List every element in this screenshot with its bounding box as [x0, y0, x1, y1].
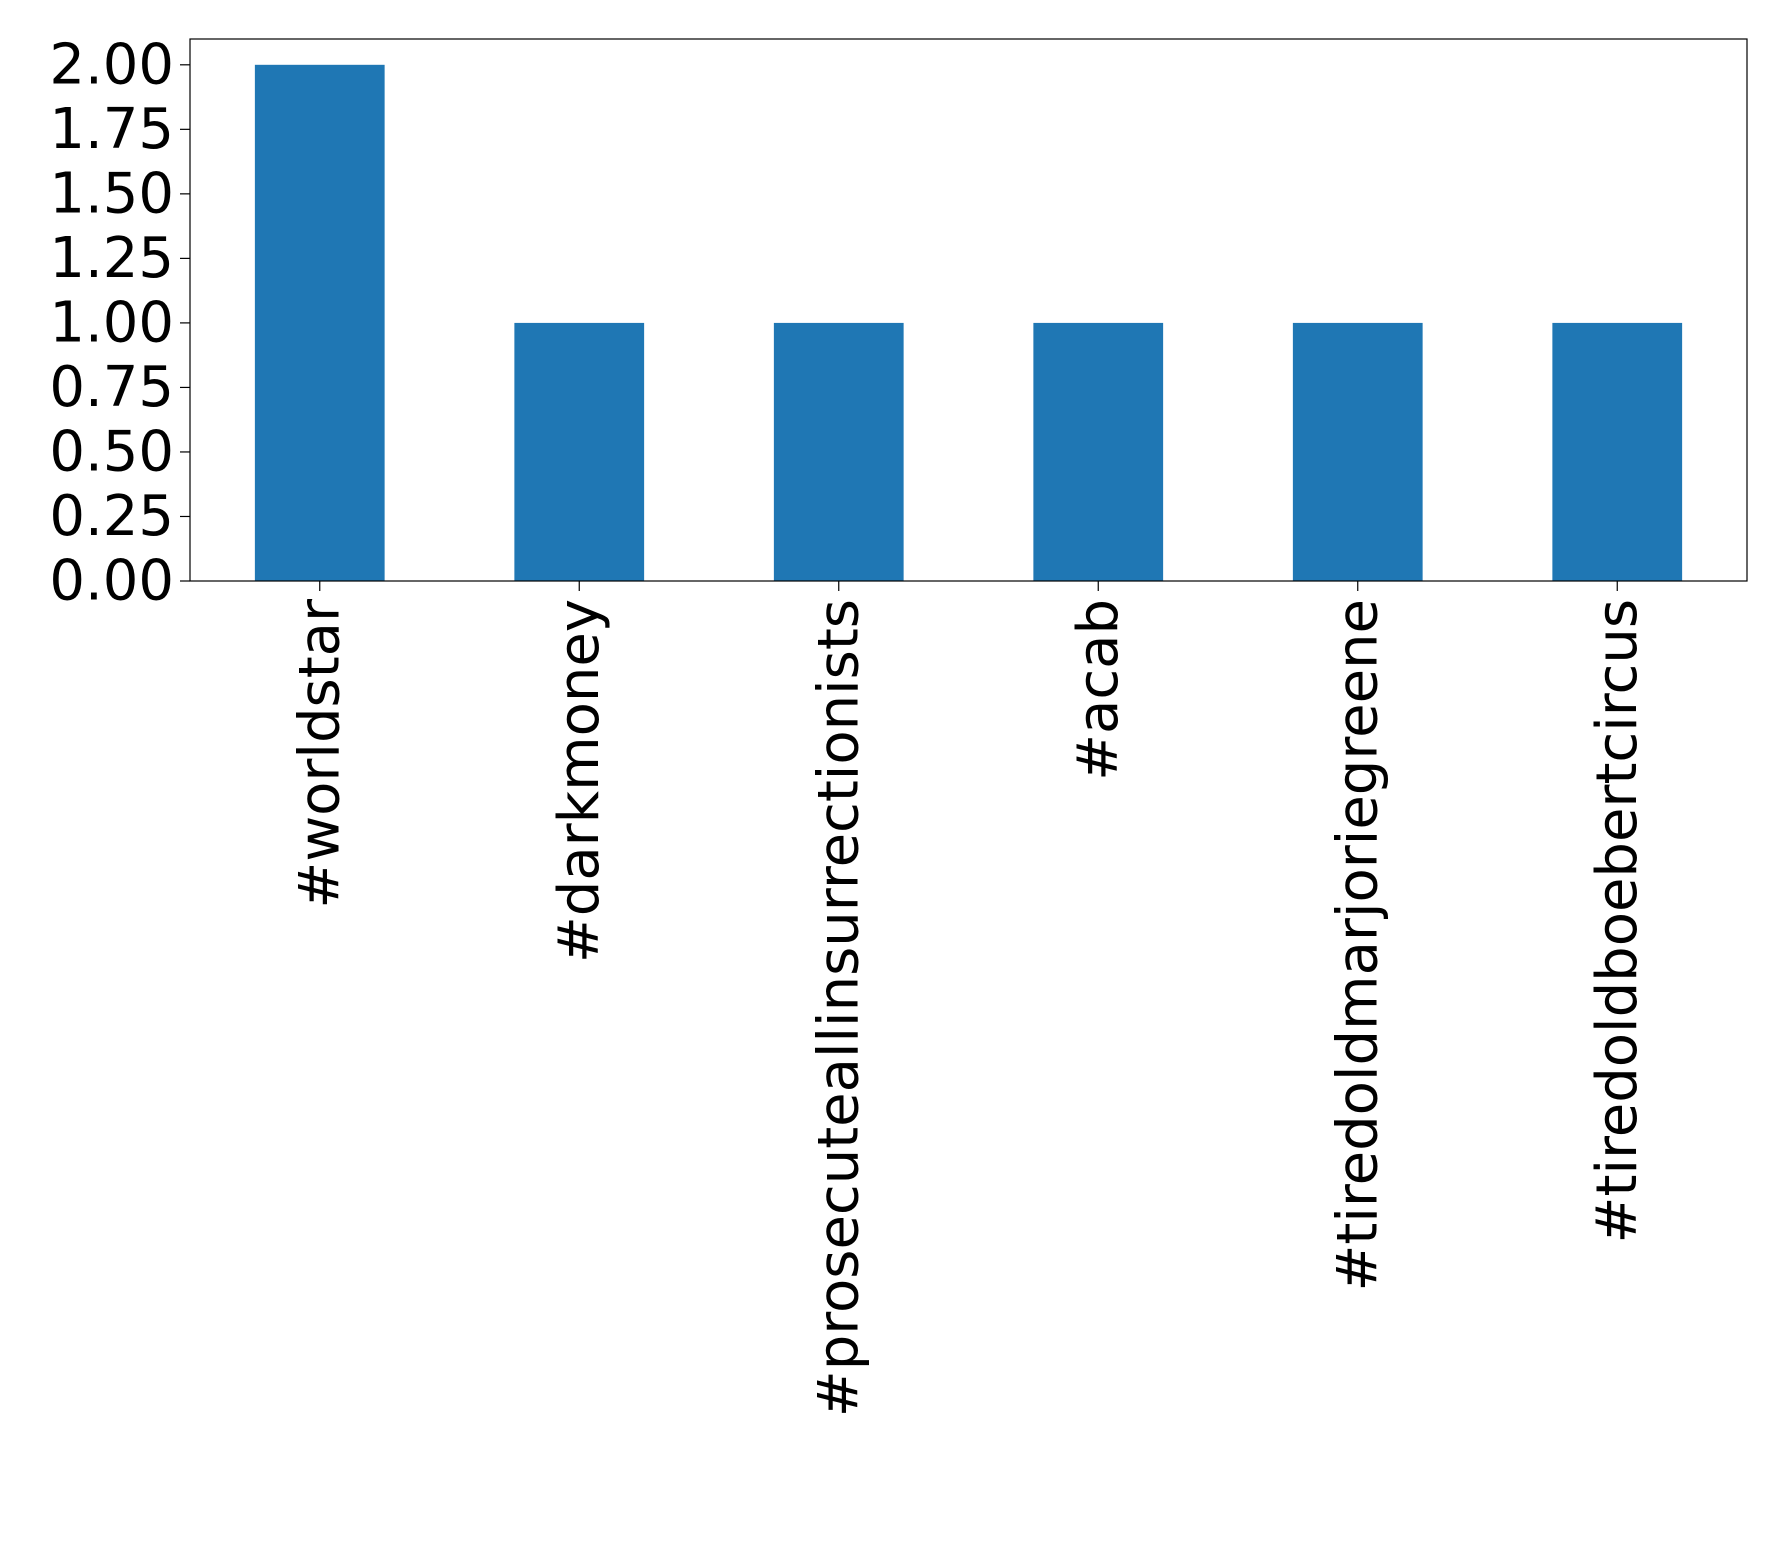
x-tick-label: #tiredoldboebertcircus [1585, 599, 1650, 1243]
y-tick-label: 2.00 [49, 32, 174, 97]
bar-prosecuteallinsurrectionists [773, 322, 904, 581]
bar-tiredoldmarjoriegreene [1292, 322, 1423, 581]
bar-worldstar [254, 64, 385, 582]
y-axis: 0.000.250.500.751.001.251.501.752.00 [49, 32, 190, 614]
y-tick-label: 0.75 [49, 355, 174, 420]
y-tick-label: 0.00 [49, 549, 174, 614]
bar-tiredoldboebertcircus [1552, 322, 1683, 581]
x-tick-label: #worldstar [287, 598, 352, 909]
bar-darkmoney [514, 322, 645, 581]
x-tick-label: #darkmoney [547, 599, 612, 963]
bar-acab [1033, 322, 1164, 581]
y-tick-label: 1.00 [49, 290, 174, 355]
x-tick-label: #tiredoldmarjoriegreene [1325, 599, 1390, 1292]
x-tick-label: #prosecuteallinsurrectionists [806, 599, 871, 1417]
bars-group [254, 64, 1683, 582]
y-tick-label: 0.25 [49, 484, 174, 549]
x-tick-label: #acab [1066, 599, 1131, 781]
plot-frame [189, 38, 1748, 582]
y-tick-label: 0.50 [49, 419, 174, 484]
x-axis: #worldstar #darkmoney #prosecuteallinsurre… [287, 581, 1650, 1417]
y-tick-label: 1.75 [49, 97, 174, 162]
y-tick-label: 1.25 [49, 226, 174, 291]
y-tick-label: 1.50 [49, 161, 174, 226]
